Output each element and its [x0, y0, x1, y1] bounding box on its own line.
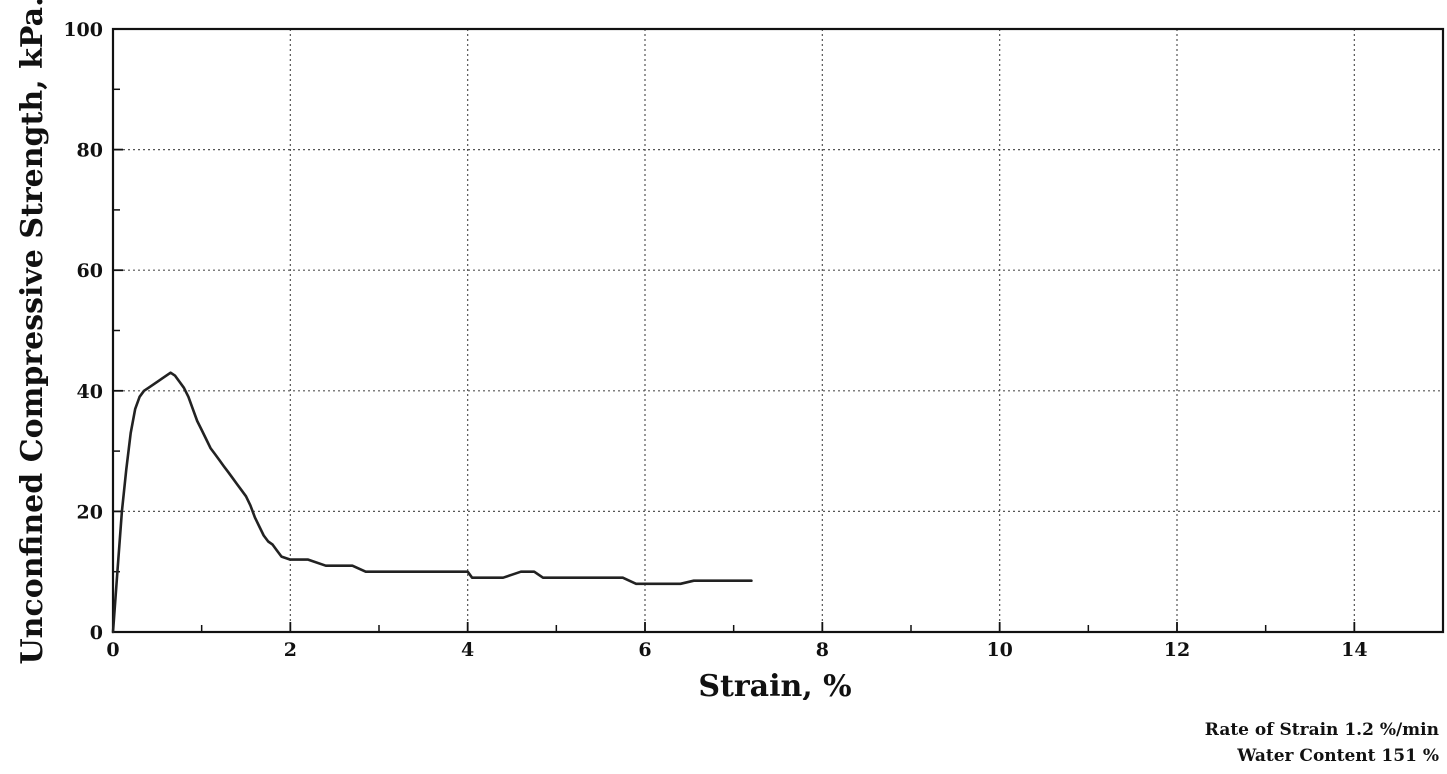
rate-of-strain-note: Rate of Strain 1.2 %/min: [1204, 720, 1439, 740]
x-tick-label: 10: [986, 639, 1012, 661]
x-tick-labels: 0 2 4 6 8 10 12 14: [106, 639, 1367, 661]
x-tick-label: 4: [461, 639, 474, 661]
y-tick-label: 20: [77, 501, 103, 523]
series-line: [111, 371, 753, 634]
stress-strain-chart: 0 2 4 6 8 10 12 14 0 20 40 60 80 100 Strain, % Uncon…: [15, 0, 1445, 700]
plot-frame: [111, 27, 1445, 634]
x-axis-title: Strain, %: [698, 669, 851, 700]
minor-ticks: [112, 28, 1356, 633]
x-tick-label: 0: [106, 639, 119, 661]
series-group: [111, 371, 753, 634]
y-tick-labels: 0 20 40 60 80 100: [63, 19, 103, 644]
x-tick-label: 8: [816, 639, 829, 661]
y-tick-label: 40: [77, 381, 103, 403]
grid-lines: [113, 29, 1443, 632]
x-tick-label: 12: [1164, 639, 1190, 661]
x-tick-label: 14: [1341, 639, 1367, 661]
x-tick-label: 2: [284, 639, 297, 661]
y-tick-label: 80: [77, 140, 103, 162]
y-tick-label: 0: [90, 622, 103, 644]
water-content-note: Water Content 151 %: [1237, 746, 1439, 766]
y-tick-label: 100: [63, 19, 103, 41]
y-tick-label: 60: [77, 260, 103, 282]
y-axis-title: Unconfined Compressive Strength, kPa.: [15, 0, 50, 665]
x-tick-label: 6: [638, 639, 651, 661]
